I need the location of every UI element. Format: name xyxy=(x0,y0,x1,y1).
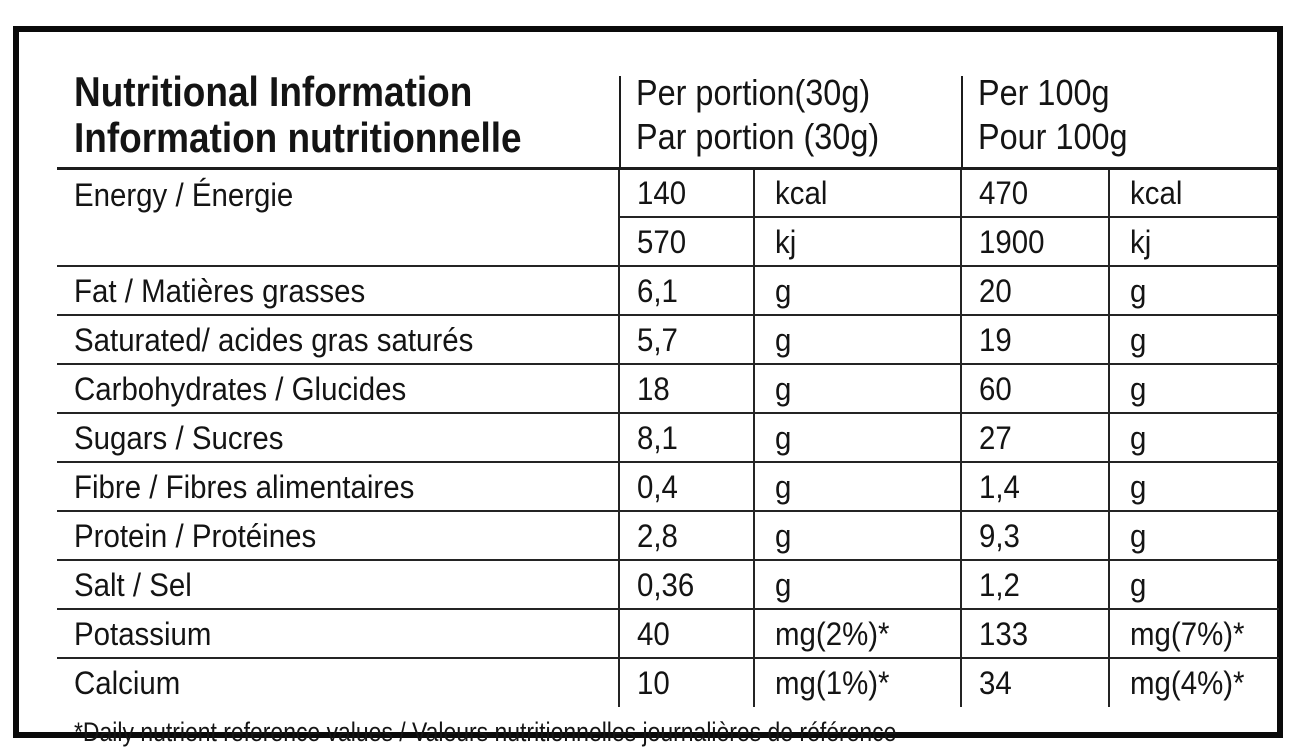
nutrient-label: Salt / Sel xyxy=(57,559,619,609)
portion-value-cell: 6,1 xyxy=(618,265,754,315)
per100-value-cell: 60 xyxy=(960,363,1110,413)
nutrition-table: Nutritional Information Information nutr… xyxy=(57,64,1280,753)
table-title-en: Nutritional Information xyxy=(74,68,473,116)
footnote-cell: *Daily nutrient reference values / Valeu… xyxy=(57,707,1279,753)
row-energy-kj: 570 kj 1900 kj xyxy=(57,216,1280,266)
per100-value-cell: 27 xyxy=(960,412,1110,462)
per100-unit-cell: mg(7%)* xyxy=(1108,608,1280,658)
nutrient-label: Sugars / Sucres xyxy=(57,412,619,462)
per100-unit-cell: g xyxy=(1108,265,1280,315)
nutrient-label-energy: Energy / Énergie xyxy=(57,167,619,266)
footnote: *Daily nutrient reference values / Valeu… xyxy=(74,717,897,747)
portion-unit-cell: mg(2%)* xyxy=(752,608,962,658)
portion-unit-cell: g xyxy=(752,510,962,560)
energy-kcal-portion-unit: kcal xyxy=(752,167,962,217)
table-title-fr: Information nutritionnelle xyxy=(74,114,522,162)
row-saturated: Saturated/ acides gras saturés 5,7 g 19 … xyxy=(57,314,1280,364)
row-salt: Salt / Sel 0,36 g 1,2 g xyxy=(57,559,1280,609)
footnote-row: *Daily nutrient reference values / Valeu… xyxy=(57,707,1279,753)
portion-value-cell: 0,4 xyxy=(618,461,754,511)
per100-value-cell: 133 xyxy=(960,608,1110,658)
portion-unit-cell: g xyxy=(752,265,962,315)
row-fibre: Fibre / Fibres alimentaires 0,4 g 1,4 g xyxy=(57,461,1280,511)
per100-unit-cell: g xyxy=(1108,314,1280,364)
portion-unit-cell: g xyxy=(752,412,962,462)
energy-kj-portion-unit: kj xyxy=(752,216,962,266)
portion-value-cell: 5,7 xyxy=(618,314,754,364)
portion-unit-cell: g xyxy=(752,461,962,511)
table-header-row: Nutritional Information Information nutr… xyxy=(57,64,1280,170)
portion-unit-cell: g xyxy=(752,314,962,364)
col-header-per-100g: Per 100g Pour 100g xyxy=(961,64,1280,170)
per100-unit-cell: g xyxy=(1108,559,1280,609)
per100-value-cell: 20 xyxy=(960,265,1110,315)
portion-value-cell: 40 xyxy=(618,608,754,658)
col-header-per-portion-fr: Par portion (30g) xyxy=(636,116,880,158)
row-protein: Protein / Protéines 2,8 g 9,3 g xyxy=(57,510,1280,560)
row-potassium: Potassium 40 mg(2%)* 133 mg(7%)* xyxy=(57,608,1280,658)
table-title-cell: Nutritional Information Information nutr… xyxy=(57,64,619,170)
per100-unit-cell: g xyxy=(1108,412,1280,462)
nutrient-label: Fat / Matières grasses xyxy=(57,265,619,315)
per100-unit-cell: g xyxy=(1108,510,1280,560)
row-calcium: Calcium 10 mg(1%)* 34 mg(4%)* xyxy=(57,657,1280,707)
nutrient-label: Carbohydrates / Glucides xyxy=(57,363,619,413)
per100-unit-cell: g xyxy=(1108,461,1280,511)
col-header-per-portion: Per portion(30g) Par portion (30g) xyxy=(619,64,962,170)
nutrient-label: Saturated/ acides gras saturés xyxy=(57,314,619,364)
col-header-per-portion-en: Per portion(30g) xyxy=(636,72,871,114)
portion-unit-cell: g xyxy=(752,559,962,609)
portion-value-cell: 18 xyxy=(618,363,754,413)
row-fat: Fat / Matières grasses 6,1 g 20 g xyxy=(57,265,1280,315)
portion-value-cell: 10 xyxy=(618,657,754,707)
row-energy-kcal: Energy / Énergie 140 kcal 470 kcal xyxy=(57,167,1280,266)
portion-value-cell: 2,8 xyxy=(618,510,754,560)
energy-kj-per100-value: 1900 xyxy=(960,216,1110,266)
per100-value-cell: 1,2 xyxy=(960,559,1110,609)
nutrient-label: Potassium xyxy=(57,608,619,658)
energy-kj-per100-unit: kj xyxy=(1108,216,1280,266)
per100-value-cell: 34 xyxy=(960,657,1110,707)
per100-unit-cell: mg(4%)* xyxy=(1108,657,1280,707)
energy-kcal-per100-value: 470 xyxy=(960,167,1110,217)
nutrient-label: Fibre / Fibres alimentaires xyxy=(57,461,619,511)
col-header-per-100g-en: Per 100g xyxy=(978,72,1110,114)
portion-unit-cell: g xyxy=(752,363,962,413)
nutrient-label: Protein / Protéines xyxy=(57,510,619,560)
energy-kcal-portion-value: 140 xyxy=(618,167,754,217)
energy-kcal-per100-unit: kcal xyxy=(1108,167,1280,217)
per100-unit-cell: g xyxy=(1108,363,1280,413)
per100-value-cell: 1,4 xyxy=(960,461,1110,511)
per100-value-cell: 19 xyxy=(960,314,1110,364)
portion-unit-cell: mg(1%)* xyxy=(752,657,962,707)
nutrient-label: Calcium xyxy=(57,657,619,707)
row-sugars: Sugars / Sucres 8,1 g 27 g xyxy=(57,412,1280,462)
row-carbohydrates: Carbohydrates / Glucides 18 g 60 g xyxy=(57,363,1280,413)
portion-value-cell: 8,1 xyxy=(618,412,754,462)
col-header-per-100g-fr: Pour 100g xyxy=(978,116,1128,158)
portion-value-cell: 0,36 xyxy=(618,559,754,609)
energy-kj-portion-value: 570 xyxy=(618,216,754,266)
label-border-frame: Nutritional Information Information nutr… xyxy=(13,26,1283,747)
per100-value-cell: 9,3 xyxy=(960,510,1110,560)
